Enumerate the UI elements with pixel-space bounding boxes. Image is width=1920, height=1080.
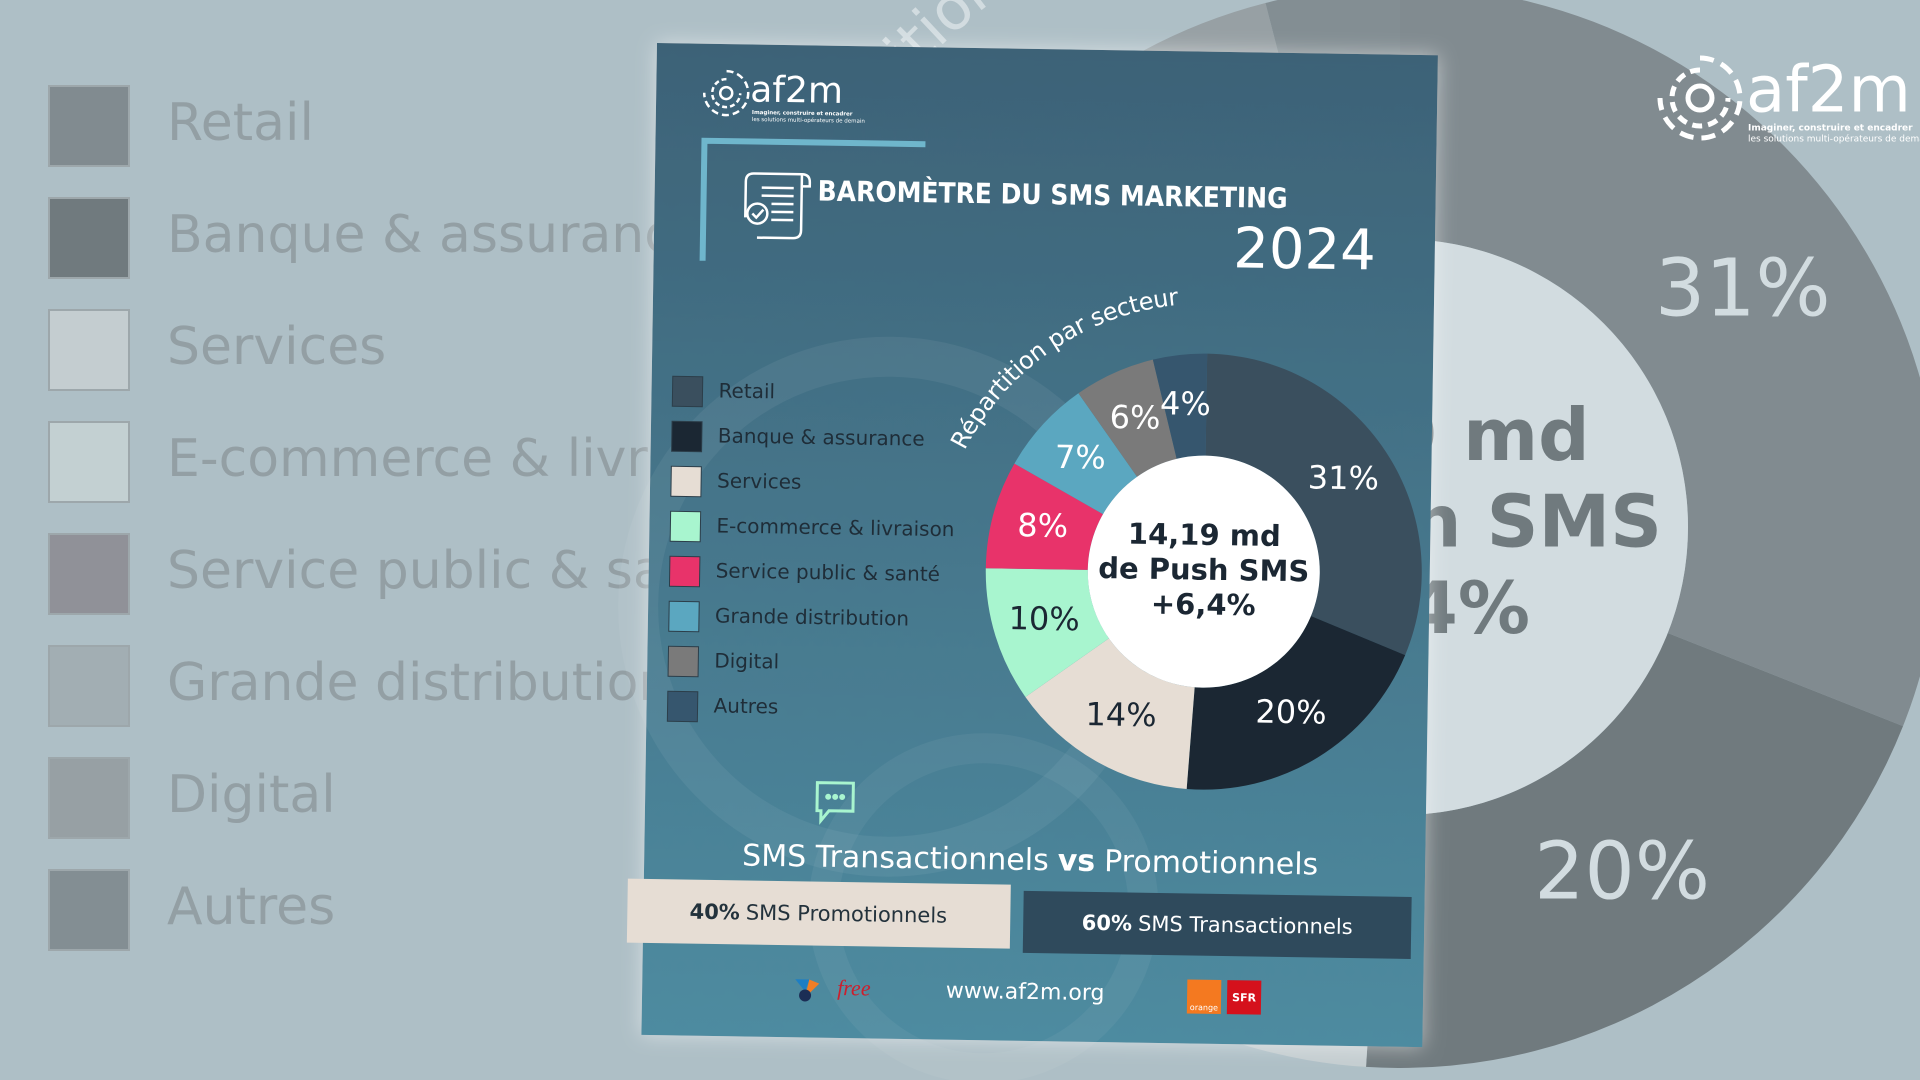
pie-slice — [1205, 353, 1422, 656]
legend-label: E-commerce & livraison — [716, 513, 954, 541]
value-label: 6% — [1109, 398, 1160, 437]
legend-label: Banque & assurance — [167, 205, 705, 265]
operator-name: SFR — [1232, 991, 1257, 1004]
pie-slice — [1152, 353, 1208, 459]
pie-slice — [1025, 638, 1195, 789]
legend-swatch — [668, 600, 700, 633]
header-year: 2024 — [1233, 216, 1377, 283]
split-heading-part: SMS Transactionnels — [742, 838, 1049, 878]
value-label: 14% — [1085, 695, 1157, 734]
legend-label: Retail — [718, 379, 775, 404]
split-heading: SMS Transactionnels vs Promotionnels — [742, 838, 1319, 882]
legend-swatch — [48, 869, 130, 951]
legend-swatch — [48, 757, 130, 839]
background-logo: af2m Imaginer, construire et encadrer le… — [1657, 54, 1920, 145]
split-heading-part: vs — [1057, 843, 1095, 879]
sfr-square — [1226, 980, 1262, 1015]
logo-icon — [1657, 55, 1743, 141]
operator-logo: orange SFR — [1186, 979, 1262, 1015]
pie-slice — [985, 463, 1104, 570]
bouygues-shape — [795, 979, 810, 992]
split-heading-part: Promotionnels — [1104, 844, 1319, 882]
header-frame — [699, 137, 926, 261]
split-text: 60% SMS Transactionnels — [1082, 911, 1353, 939]
legend-swatch — [669, 510, 702, 543]
legend-label: Grande distribution — [715, 603, 909, 630]
document-icon — [744, 172, 812, 240]
legend-label: Retail — [167, 93, 314, 153]
split-share: 60% — [1082, 911, 1133, 936]
pie-slice — [1186, 616, 1406, 790]
value-label: 31% — [1308, 458, 1380, 497]
footer-url: www.af2m.org — [946, 979, 1105, 1006]
legend-swatch — [668, 555, 701, 588]
value-label: 7% — [1055, 438, 1106, 477]
split-box — [1022, 890, 1412, 959]
legend-swatch — [48, 309, 130, 391]
legend-swatch — [666, 690, 699, 723]
logo-tagline: Imaginer, construire et encadrer — [1748, 124, 1913, 134]
logo-tagline: Imaginer, construire et encadrer — [752, 110, 853, 118]
logo-tagline: les solutions multi-opérateurs de demain — [1748, 134, 1920, 145]
value-label: 20% — [1534, 825, 1710, 917]
logo-tagline: les solutions multi-opérateurs de demain — [752, 116, 866, 125]
split-label: SMS Transactionnels — [1138, 912, 1353, 939]
legend-label: Digital — [167, 765, 336, 825]
logo-name: af2m — [1746, 54, 1911, 128]
legend-label: Digital — [714, 648, 779, 673]
split-box — [626, 878, 1011, 949]
value-label: 4% — [1160, 384, 1211, 423]
legend-swatch — [48, 197, 130, 279]
center-text: 14,19 md — [1128, 517, 1281, 553]
value-label: 20% — [1255, 692, 1327, 731]
legend-swatch — [671, 375, 704, 408]
bouygues-shape — [799, 989, 812, 1002]
legend-label: Grande distribution — [167, 653, 671, 713]
legend: Retail Banque & assurance Services E-commer… — [666, 375, 955, 723]
header-title: BAROMÈTRE DU SMS MARKETING — [817, 174, 1287, 215]
pie-slice — [985, 568, 1109, 698]
legend-label: Banque & assurance — [718, 424, 925, 451]
legend-swatch — [670, 465, 702, 498]
orange-square — [1186, 979, 1222, 1014]
pie-slice — [1078, 359, 1177, 477]
donut-center — [1087, 455, 1320, 688]
legend-label: Services — [717, 469, 802, 494]
legend-label: Autres — [713, 693, 778, 718]
pie-slice — [1366, 633, 1904, 1069]
logo-name: af2m — [750, 69, 843, 111]
center-text: de Push SMS — [1098, 551, 1310, 588]
legend-label: Service public & santé — [716, 558, 941, 586]
logo-icon — [702, 69, 750, 117]
chat-icon — [815, 781, 855, 825]
legend-label: Autres — [167, 877, 335, 937]
infographic-card: af2m Imaginer, construire et encadrer le… — [618, 42, 1438, 1080]
center-text: +6,4% — [1151, 587, 1256, 623]
legend-swatch — [667, 645, 700, 678]
legend-swatch — [48, 645, 130, 727]
operator-logo: free — [795, 975, 871, 1002]
legend-swatch — [48, 421, 130, 503]
legend-swatch — [48, 85, 130, 167]
value-label: 31% — [1655, 242, 1831, 334]
pie-slice — [1400, 0, 1920, 727]
legend-label: Services — [167, 317, 386, 377]
pie-slice — [1014, 393, 1138, 515]
operator-name: free — [837, 975, 871, 1001]
legend-swatch — [48, 533, 130, 615]
split-share: 40% — [689, 900, 740, 925]
split-text: 40% SMS Promotionnels — [689, 900, 947, 928]
operator-name: orange — [1190, 1003, 1218, 1012]
split-label: SMS Promotionnels — [746, 901, 948, 928]
background-swatches — [48, 85, 130, 951]
legend-swatch — [671, 420, 703, 453]
value-label: 8% — [1017, 506, 1068, 545]
value-label: 10% — [1008, 599, 1080, 638]
logo: af2m Imaginer, construire et encadrer le… — [702, 69, 866, 125]
